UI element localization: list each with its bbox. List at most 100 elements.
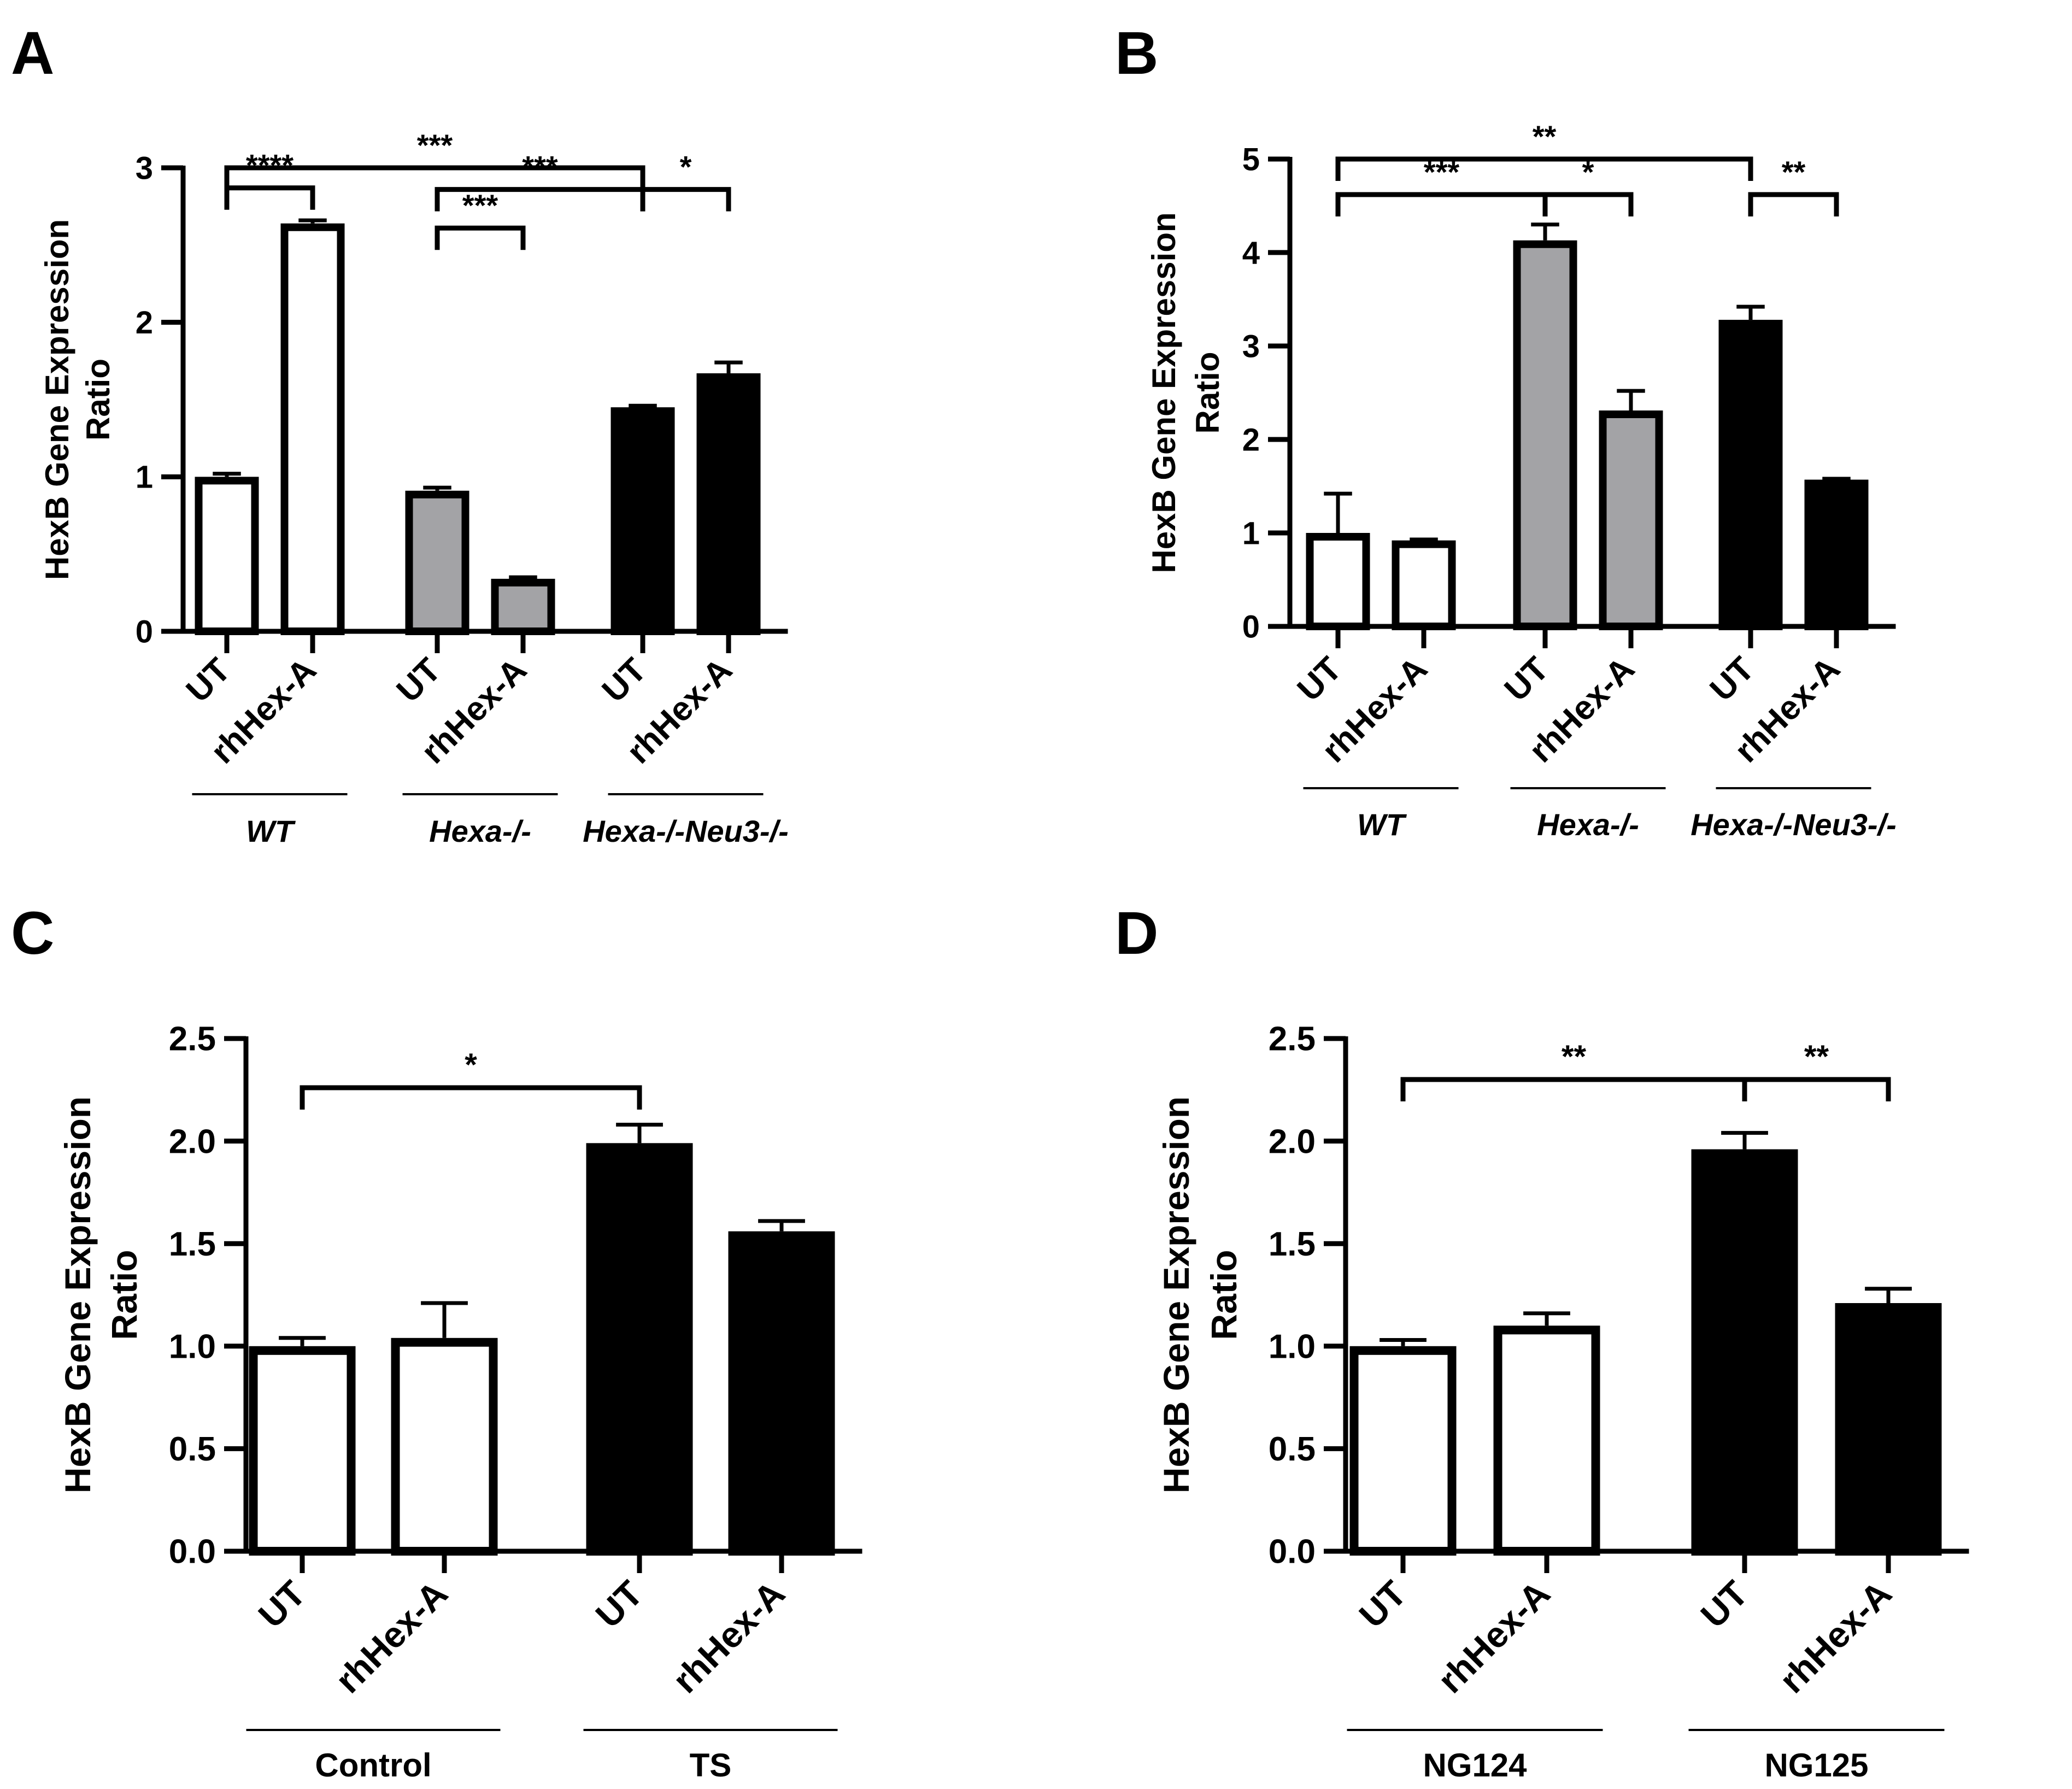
bar <box>1306 533 1370 630</box>
group-label: TS <box>690 1747 732 1784</box>
significance-bracket <box>224 165 645 190</box>
y-tick-label: 4 <box>1242 235 1260 271</box>
x-tick-label: rhHex-A <box>665 1573 793 1701</box>
bar <box>611 407 675 636</box>
bar <box>195 477 259 635</box>
y-tick-label: 3 <box>1242 329 1260 364</box>
significance-label: *** <box>1424 155 1460 189</box>
y-tick-label: 0.0 <box>1269 1533 1316 1571</box>
significance-label: *** <box>522 150 558 184</box>
x-tick-label: UT <box>179 651 238 709</box>
significance-label: ** <box>1562 1039 1587 1075</box>
y-tick-label: 5 <box>1242 142 1260 177</box>
bar <box>491 578 555 635</box>
bar <box>1691 1149 1798 1556</box>
y-tick-label: 2.5 <box>1269 1020 1316 1058</box>
y-tick-label: 2 <box>136 305 153 341</box>
bar <box>1718 320 1783 630</box>
group-label: WT <box>246 814 296 848</box>
bar <box>1493 1325 1600 1556</box>
bar <box>1349 1346 1457 1556</box>
group-label: Hexa-/-Neu3-/- <box>1691 807 1897 842</box>
group-label: WT <box>1357 807 1407 842</box>
y-tick-label: 3 <box>136 150 153 186</box>
x-tick-label: rhHex-A <box>1430 1573 1558 1701</box>
y-tick-label: 1.0 <box>1269 1328 1316 1366</box>
y-axis-title: HexB Gene Expression <box>1146 212 1182 573</box>
y-axis-title: HexB Gene Expression <box>39 219 75 580</box>
x-tick-label: UT <box>1290 650 1349 708</box>
y-tick-label: 0.5 <box>1269 1430 1316 1468</box>
panel-label-a: A <box>11 20 54 87</box>
y-tick-label: 1.0 <box>169 1328 216 1366</box>
bar <box>1599 410 1663 630</box>
y-tick-label: 2.5 <box>169 1020 216 1058</box>
significance-bracket <box>1748 192 1839 216</box>
y-tick-label: 0.0 <box>169 1533 216 1571</box>
y-tick-label: 0.5 <box>169 1430 216 1468</box>
x-tick-label: UT <box>1498 650 1556 708</box>
significance-bracket <box>1400 1077 1747 1102</box>
bar <box>391 1338 498 1556</box>
y-axis-title: Ratio <box>104 1250 144 1340</box>
x-tick-label: UT <box>1693 1573 1756 1636</box>
panel-label-b: B <box>1115 20 1158 87</box>
x-tick-label: rhHex-A <box>327 1573 455 1701</box>
significance-label: ** <box>1533 119 1557 154</box>
y-tick-label: 0 <box>136 614 153 649</box>
y-tick-label: 1 <box>1242 515 1260 551</box>
significance-label: * <box>680 150 692 184</box>
y-tick-label: 2 <box>1242 422 1260 457</box>
x-tick-label: UT <box>1703 650 1762 708</box>
significance-bracket <box>435 225 526 250</box>
bar <box>280 223 345 635</box>
group-label: Hexa-/- <box>429 814 531 848</box>
significance-bracket <box>224 185 315 210</box>
x-tick-label: UT <box>595 651 654 709</box>
x-tick-label: UT <box>390 651 448 709</box>
significance-label: * <box>1582 155 1594 189</box>
bar <box>586 1143 693 1556</box>
y-axis-title: Ratio <box>80 359 116 441</box>
significance-label: ** <box>1804 1039 1829 1075</box>
y-axis-title: Ratio <box>1189 352 1226 434</box>
y-tick-label: 1.5 <box>1269 1225 1316 1263</box>
significance-label: ** <box>1782 155 1806 189</box>
bar <box>1804 479 1869 631</box>
y-tick-label: 2.0 <box>169 1123 216 1160</box>
y-tick-label: 1 <box>136 460 153 495</box>
bar <box>1392 540 1456 630</box>
y-axis-title: Ratio <box>1204 1250 1244 1340</box>
significance-label: **** <box>246 148 294 183</box>
significance-bracket <box>300 1085 642 1110</box>
significance-label: *** <box>417 128 453 162</box>
bar <box>696 373 761 635</box>
significance-bracket <box>640 187 731 212</box>
group-label: Hexa-/- <box>1537 807 1639 842</box>
significance-bracket <box>1335 156 1753 181</box>
group-label: NG124 <box>1423 1747 1527 1784</box>
group-label: NG125 <box>1764 1747 1868 1784</box>
significance-bracket <box>1742 1077 1891 1102</box>
group-label: Control <box>315 1747 431 1784</box>
panel-D: D 0.0 0.5 1.0 1.5 2.0 2.5 HexB Gene Expression… <box>1115 900 1969 1784</box>
y-axis-title: HexB Gene Expression <box>1156 1096 1196 1493</box>
group-label: Hexa-/-Neu3-/- <box>583 814 789 848</box>
x-tick-label: rhHex-A <box>1771 1573 1899 1701</box>
bar <box>1513 240 1577 630</box>
bar <box>1835 1303 1942 1556</box>
significance-bracket <box>1542 192 1634 216</box>
bar <box>405 490 469 635</box>
x-tick-label: UT <box>1351 1573 1414 1636</box>
bar <box>728 1231 835 1556</box>
panel-label-c: C <box>11 900 54 967</box>
y-tick-label: 0 <box>1242 609 1260 644</box>
y-tick-label: 1.5 <box>169 1225 216 1263</box>
significance-label: *** <box>462 188 498 222</box>
chart-d: 0.0 0.5 1.0 1.5 2.0 2.5 HexB Gene Expression Ra… <box>1156 1020 1969 1784</box>
x-tick-label: UT <box>588 1573 650 1636</box>
